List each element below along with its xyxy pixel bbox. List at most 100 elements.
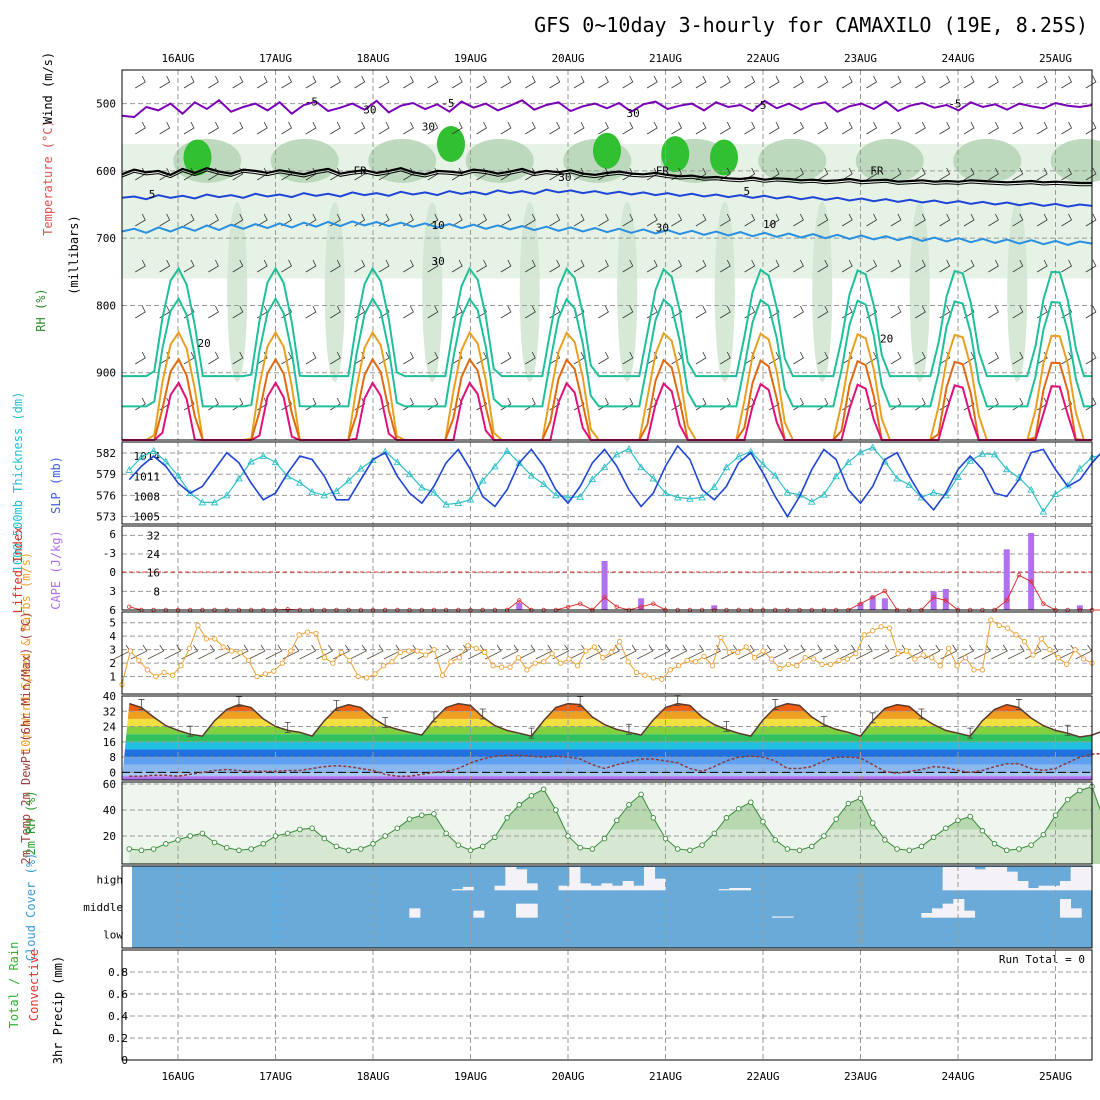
wind-barb [695,351,707,365]
wind-barb [281,259,293,273]
label-part: RH (%) [34,288,48,331]
cape-label: CAPE (J/kg) [49,530,63,609]
cape-lifted-index-panel: 8 16 24 32 6 -3 0 3 6 [103,525,1100,617]
cloud-bar [1070,908,1082,918]
rh-point [882,837,888,843]
cloud-bar [644,867,656,891]
wind-barb [622,397,634,411]
wind-speed-point [372,671,378,677]
contour-label: 5 [149,188,156,201]
rh-point [1040,831,1047,838]
wind-barb [793,259,804,273]
wind-barb [573,75,585,89]
rh-point [260,841,267,847]
wind-barb [299,644,317,660]
wind-barb [839,644,856,660]
thickness-point [820,490,828,498]
wind-barb [695,121,707,135]
wind-speed-point [541,659,547,665]
wind-speed-point [870,628,876,634]
wind-barb [198,644,215,660]
wind-barb [349,644,367,660]
wind-barb [817,351,829,365]
thickness-point [625,444,633,452]
contour-label: 30 [432,255,445,268]
rh-point [1004,847,1010,854]
wind-barb [1036,167,1048,181]
wind-barb [1061,75,1073,89]
wind-speed-point [642,672,648,678]
cloud-bar [953,867,965,891]
label-part: Wind (m/s) [41,52,55,124]
wind-barb [817,121,829,135]
wind-barb [451,644,468,660]
rh-point [272,833,279,839]
wind-barb [671,213,683,227]
wind-barb [573,259,585,273]
thickness-point [430,488,438,496]
cloud-bar [1038,885,1050,891]
rh-point [394,825,401,831]
wind-barb [183,259,195,273]
wind-barb [135,213,146,227]
lifted-index-label: Lifted Index [11,527,25,614]
wind-barb [817,75,829,89]
cape-tick-label: 8 [153,585,160,598]
minmax-bar [1064,724,1071,736]
wind-speed-point [836,657,842,664]
wind-barb [744,121,756,135]
panel-frame [121,949,1093,1061]
rh-high-cell [710,139,738,176]
cloud-bar [622,881,634,891]
wind-barb [1012,305,1024,319]
wind-barb [695,305,707,319]
lifted-index-point [1028,579,1034,584]
wind-barb [135,75,146,89]
wind-barb [768,213,780,227]
wind-barb [305,75,317,89]
minmax-bar [723,721,730,732]
wind-barb [671,259,683,273]
thickness-point [417,483,426,491]
wind-speed-point [1013,632,1019,638]
thickness-point [954,473,962,480]
cape-bar [711,605,718,610]
cloud-bar [1006,871,1018,891]
wind-barb [963,213,975,227]
wind-barb [963,121,975,135]
wind-barb [988,259,999,273]
wind-speed-point [195,622,201,629]
rh-point [236,847,242,854]
rh-point [248,846,254,852]
wind-barb [988,167,999,181]
temp-band [122,757,1092,765]
cloud-bar [740,888,752,891]
wind-barb [788,644,806,660]
thickness-point [1051,489,1060,497]
wind-barb [378,75,390,89]
wind-barb [636,644,654,660]
wind-barb [1012,121,1024,135]
wind-barb [622,305,634,319]
wind-speed-point [347,657,353,664]
wind-barb [549,259,561,273]
rh-point [321,835,328,842]
wind-barb [232,305,244,319]
minmax-bar [625,723,632,735]
wind-barb [208,213,219,227]
wind-barb [427,75,439,89]
wind-barb [403,167,414,181]
rh-point [553,807,559,813]
wind-barb [793,305,804,319]
y-tick-label: 5 [109,617,116,630]
rh-point [126,846,132,852]
wind-barb [890,213,902,227]
wind-barb [805,644,823,660]
wind-barb [354,75,366,89]
wind-speed-point [363,675,370,681]
wind-barb [403,305,414,319]
thickness-point [734,452,743,460]
wind-barb [744,75,756,89]
wind-barb [1085,305,1097,319]
wind-speed-point [389,659,395,665]
